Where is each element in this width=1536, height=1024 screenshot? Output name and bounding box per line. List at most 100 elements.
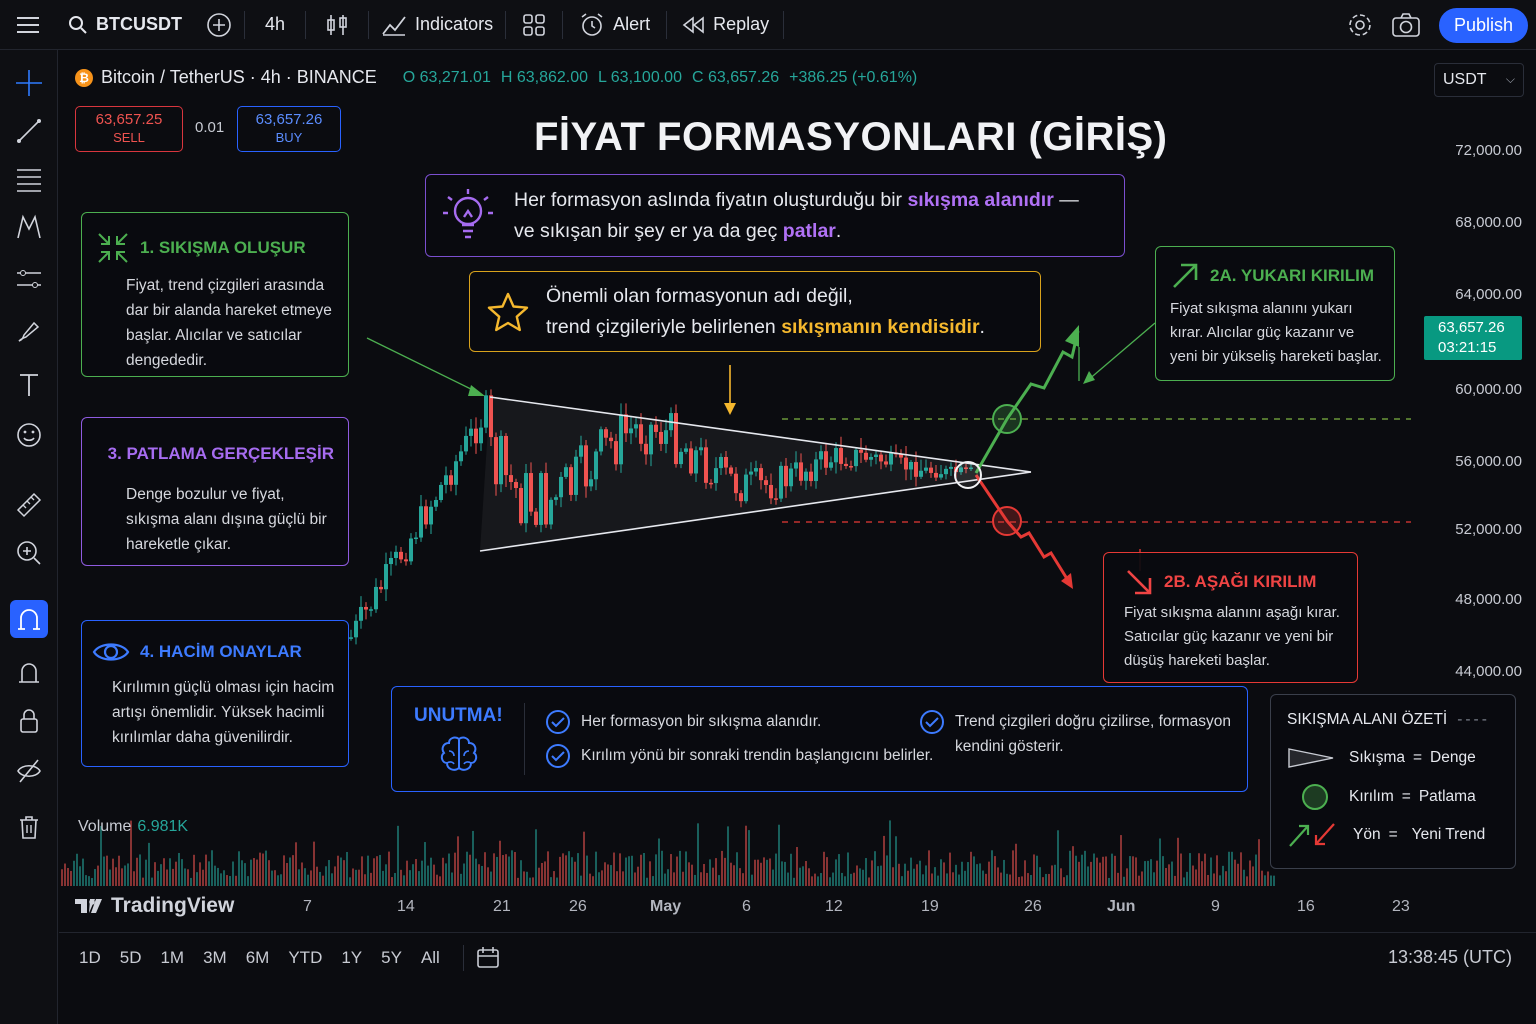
emoji-tool[interactable] <box>10 416 48 454</box>
volume-bar <box>1063 877 1065 886</box>
candle-body <box>654 424 658 432</box>
page-title: FİYAT FORMASYONLARI (GİRİŞ) <box>534 115 1168 159</box>
volume-bar <box>208 861 210 886</box>
timeframe-1y[interactable]: 1Y <box>341 947 363 967</box>
timeframe-6m[interactable]: 6M <box>245 947 270 967</box>
volume-bar <box>526 871 528 886</box>
volume-legend[interactable]: Volume 6.981K <box>78 818 188 836</box>
menu-icon[interactable] <box>0 0 56 50</box>
sell-button[interactable]: 63,657.25 SELL <box>75 106 183 152</box>
timeframe-5y[interactable]: 5Y <box>381 947 402 967</box>
candle-body <box>499 435 503 485</box>
candle-body <box>679 451 683 465</box>
ohlc-low: L 63,100.00 <box>598 68 682 86</box>
indicators-button[interactable]: Indicators <box>369 0 505 50</box>
candle-body <box>929 467 933 473</box>
hide-tool[interactable] <box>10 752 48 790</box>
timeframe-5d[interactable]: 5D <box>119 947 142 967</box>
candle-body <box>939 474 943 478</box>
candle-body <box>719 456 723 469</box>
timeframe-1d[interactable]: 1D <box>79 947 101 967</box>
volume-bar <box>1012 850 1014 886</box>
layouts-button[interactable] <box>506 0 562 50</box>
crosshair-tool[interactable] <box>10 64 48 102</box>
trendline-tool[interactable] <box>10 112 48 150</box>
volume-bar <box>664 873 666 886</box>
volume-bar <box>292 855 294 886</box>
volume-bar <box>691 864 693 886</box>
candle-body <box>434 500 438 507</box>
time-axis[interactable]: TradingView 7 14 21 26 May 6 12 19 26 Ju… <box>59 888 1536 926</box>
order-quantity[interactable]: 0.01 <box>195 119 225 136</box>
volume-bar <box>1153 872 1155 886</box>
volume-bar <box>154 862 156 886</box>
volume-bar <box>859 868 861 886</box>
currency-select[interactable]: USDT ⌵ <box>1434 63 1524 97</box>
candle-body <box>534 511 538 525</box>
volume-bar <box>1168 864 1170 886</box>
candle-body <box>944 468 948 475</box>
interval-button[interactable]: 4h <box>265 14 286 34</box>
volume-bar <box>607 864 609 886</box>
measure-tool[interactable] <box>10 486 48 524</box>
chart-type-button[interactable] <box>306 0 368 50</box>
timeframe-all[interactable]: All <box>420 947 440 967</box>
volume-bar <box>1228 851 1230 886</box>
brush-tool[interactable] <box>10 312 48 350</box>
gear-icon[interactable] <box>1347 12 1373 38</box>
tradingview-logo[interactable]: TradingView <box>75 894 234 918</box>
replay-button[interactable]: Replay <box>667 0 783 50</box>
info-box-key-point: Önemli olan formasyonun adı değil, trend… <box>469 271 1041 352</box>
volume-bar <box>247 876 249 886</box>
chart-canvas[interactable] <box>59 51 1536 931</box>
volume-bar <box>445 863 447 886</box>
lock-tool[interactable] <box>10 702 48 740</box>
alert-button[interactable]: Alert <box>563 0 666 50</box>
timeframe-3m[interactable]: 3M <box>203 947 227 967</box>
info1-line2: ve sıkışan bir şey er ya da geç <box>514 219 783 242</box>
compare-button[interactable] <box>194 0 244 50</box>
magnet-tool[interactable] <box>10 600 48 638</box>
volume-bar <box>187 869 189 886</box>
volume-bar <box>94 869 96 886</box>
chart-pane[interactable]: ₿ Bitcoin / TetherUS · 4h · BINANCE O 63… <box>59 51 1536 931</box>
timeframe-1m[interactable]: 1M <box>160 947 185 967</box>
utc-clock[interactable]: 13:38:45 (UTC) <box>1387 947 1512 967</box>
candle-body <box>454 461 458 485</box>
volume-bar <box>1057 830 1059 886</box>
volume-bar <box>1243 869 1245 886</box>
stay-drawing-tool[interactable] <box>10 652 48 690</box>
candle-body <box>399 551 403 560</box>
candle-body <box>819 451 823 460</box>
publish-button[interactable]: Publish <box>1438 7 1528 43</box>
timeframe-ytd[interactable]: YTD <box>288 947 323 967</box>
forecast-tool[interactable] <box>10 260 48 298</box>
fib-tool[interactable] <box>10 160 48 198</box>
calendar-icon[interactable] <box>476 946 500 970</box>
symbol-search-button[interactable]: BTCUSDT <box>56 0 194 50</box>
reminder-box: UNUTMA! Her formasyon bir sıkışma alanıd… <box>391 686 1248 792</box>
zoom-tool[interactable] <box>10 534 48 572</box>
summary-row-right: Yeni Trend <box>1411 826 1486 843</box>
volume-bar <box>487 867 489 886</box>
candle-body <box>904 457 908 470</box>
buy-button[interactable]: 63,657.26 BUY <box>237 106 341 152</box>
upper-trendline[interactable] <box>489 396 1032 473</box>
volume-bar <box>943 862 945 886</box>
symbol-description[interactable]: Bitcoin / TetherUS · 4h · BINANCE <box>101 67 377 87</box>
volume-bar <box>766 859 768 886</box>
candle-body <box>379 586 383 590</box>
camera-icon[interactable] <box>1391 12 1421 38</box>
remove-tool[interactable] <box>10 808 48 846</box>
text-tool[interactable] <box>10 366 48 404</box>
candle-body <box>574 456 578 495</box>
volume-bar <box>181 859 183 886</box>
price-axis-label: 68,000.00 <box>1455 214 1522 231</box>
volume-bar <box>583 831 585 886</box>
volume-bar <box>1024 860 1026 886</box>
candle-body <box>729 467 733 474</box>
lower-trendline[interactable] <box>479 471 1032 552</box>
volume-bar <box>535 829 537 886</box>
volume-bar <box>967 862 969 886</box>
pattern-tool[interactable] <box>10 208 48 246</box>
